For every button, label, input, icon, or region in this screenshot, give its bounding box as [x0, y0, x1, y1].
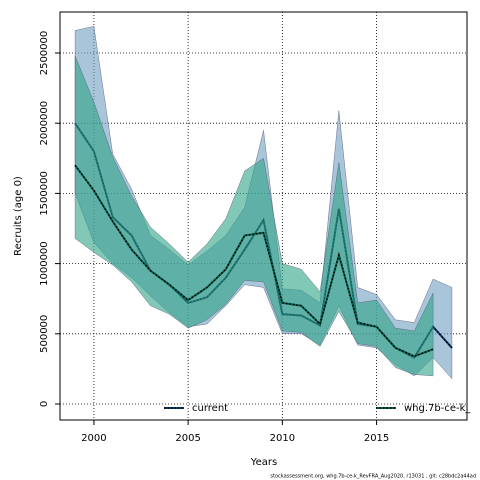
legend-label: current [192, 403, 228, 414]
y-tick-label: 500000 [39, 315, 50, 353]
y-tick-label: 1000000 [39, 241, 50, 286]
series-line-dots [74, 164, 434, 358]
y-tick-label: 1500000 [39, 171, 50, 216]
x-axis-title: Years [250, 457, 277, 468]
legend-label: whg.7b-ce-k_ [404, 403, 471, 414]
x-tick-label: 2000 [81, 433, 106, 444]
x-tick-label: 2010 [270, 433, 295, 444]
footer: stockassessment.org, whg.7b-ce-k_RevFRA_… [270, 474, 476, 480]
plot-frame [59, 11, 468, 421]
x-tick-label: 2005 [175, 433, 200, 444]
y-tick-label: 2000000 [39, 101, 50, 146]
confidence-band [74, 55, 434, 377]
x-tick-label: 2015 [364, 433, 389, 444]
y-axis-title: Recruits (age 0) [13, 176, 24, 256]
y-tick-label: 2500000 [39, 31, 50, 76]
y-tick-label: 0 [39, 401, 50, 407]
